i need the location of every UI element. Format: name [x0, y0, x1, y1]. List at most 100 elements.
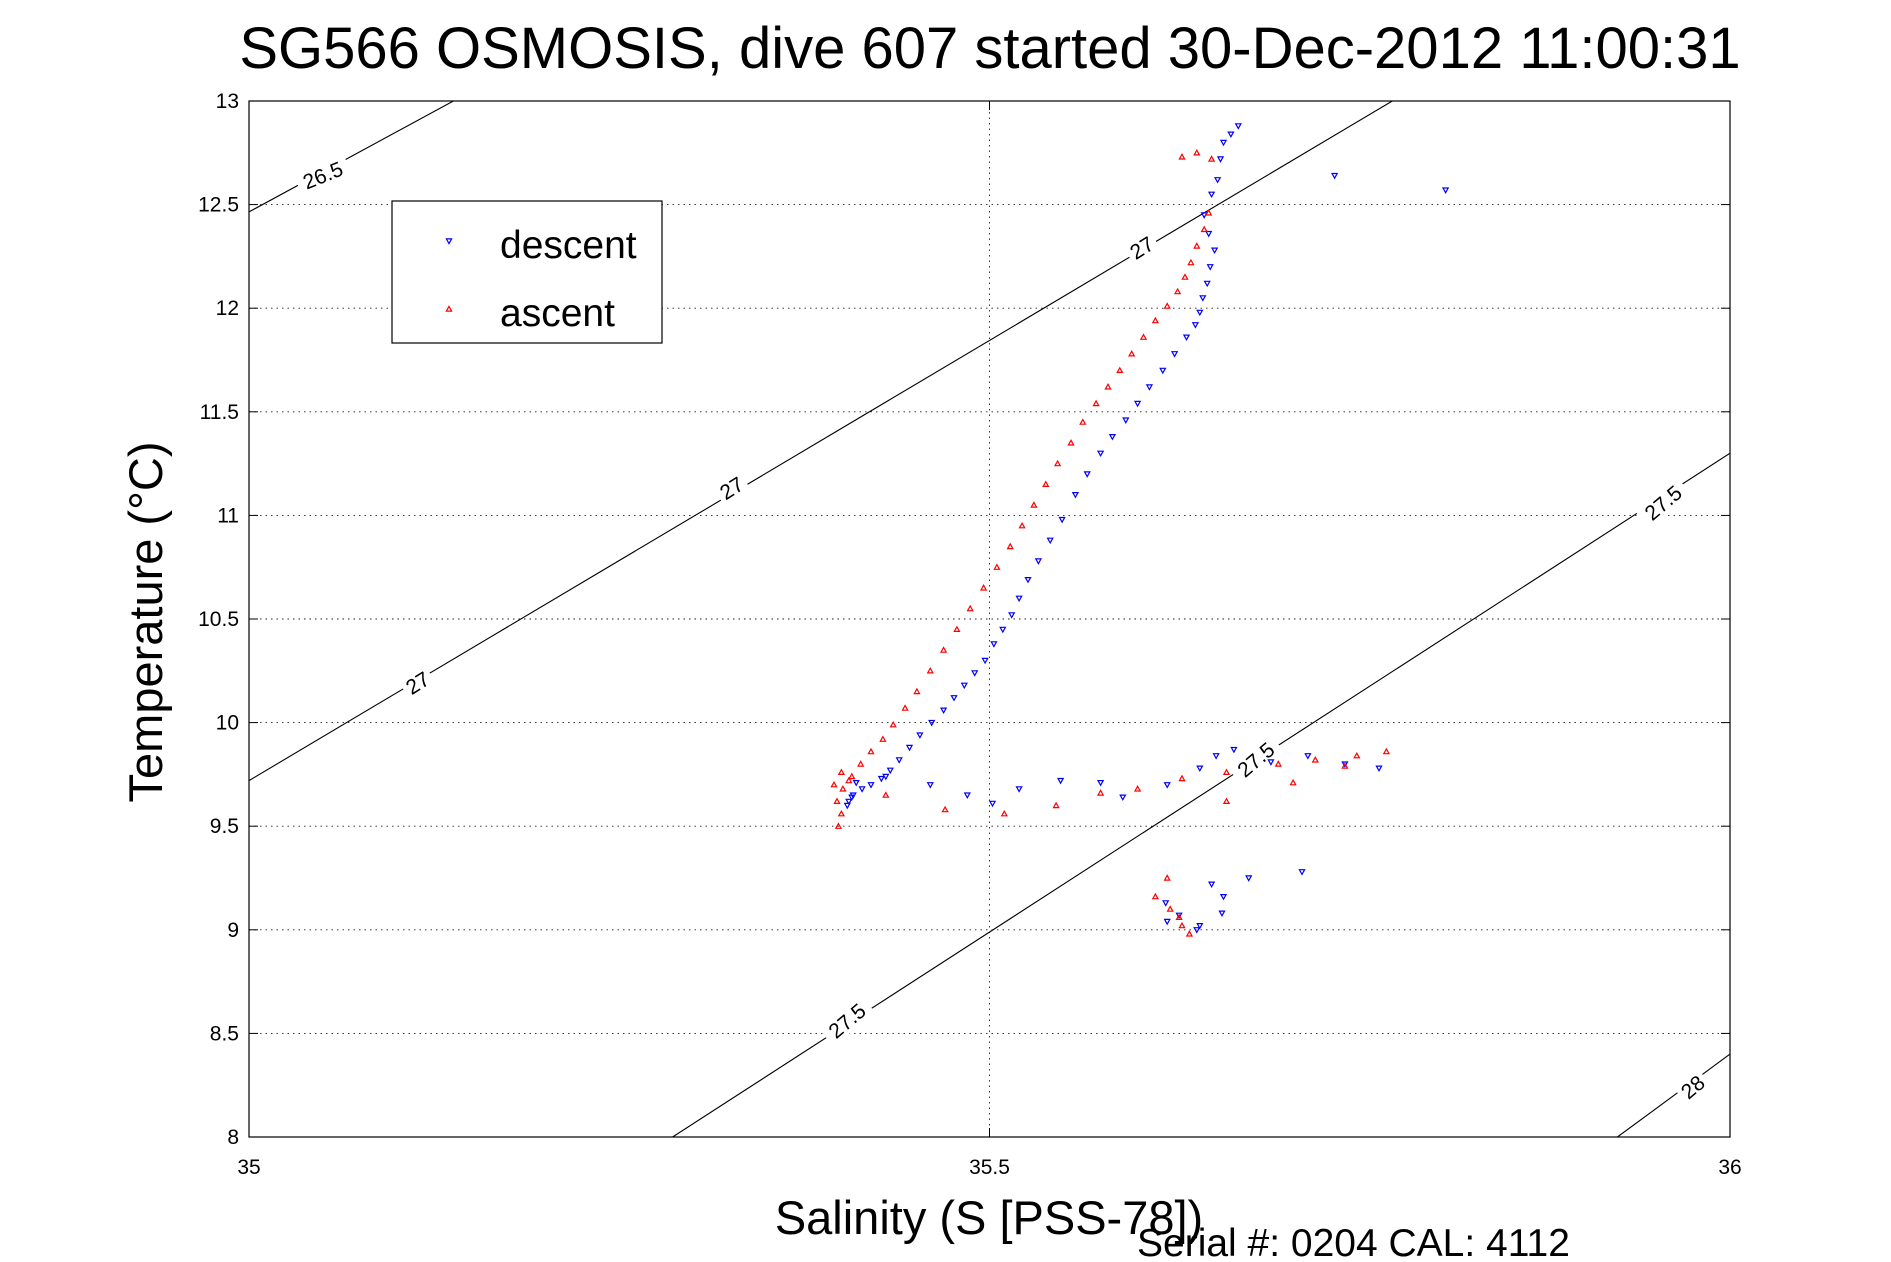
- descent-point: [1024, 577, 1032, 584]
- ascent-point: [882, 791, 890, 798]
- descent-point: [1441, 187, 1450, 194]
- descent-point: [1199, 295, 1207, 302]
- ascent-point: [1222, 797, 1231, 804]
- ascent-point: [1185, 930, 1194, 937]
- descent-point: [963, 792, 971, 799]
- descent-point: [1267, 759, 1275, 766]
- descent-point: [1196, 309, 1204, 317]
- legend-descent-label: descent: [500, 224, 637, 267]
- isopycnal-label-bg: [711, 469, 751, 507]
- y-tick-label: 13: [216, 90, 239, 113]
- ascent-point: [1222, 768, 1231, 775]
- descent-point: [916, 732, 924, 739]
- descent-point: [858, 786, 866, 793]
- isopycnal-label: 26.5: [300, 158, 347, 195]
- isopycnal-label-bg: [1634, 475, 1692, 529]
- descent-point: [845, 798, 853, 806]
- legend-ascent-marker: [445, 305, 453, 312]
- y-tick-label: 9: [227, 919, 239, 942]
- descent-point: [1145, 384, 1154, 391]
- x-tick-label: 35: [237, 1156, 260, 1179]
- descent-point: [895, 757, 903, 764]
- ascent-point: [913, 687, 921, 695]
- descent-point: [971, 670, 979, 677]
- descent-point: [852, 780, 860, 787]
- ascent-point: [1274, 760, 1282, 767]
- legend-descent-marker: [445, 238, 453, 245]
- descent-point: [1207, 881, 1216, 889]
- descent-point: [1245, 875, 1253, 882]
- y-axis-label: Temperature (°C): [119, 442, 172, 803]
- descent-point: [848, 794, 856, 802]
- descent-point: [1046, 537, 1054, 545]
- descent-point: [988, 800, 997, 808]
- ascent-point: [926, 666, 934, 674]
- isopycnal-label-bg: [397, 663, 437, 701]
- y-tick-label: 12.5: [198, 194, 239, 217]
- ascent-point: [889, 720, 897, 728]
- y-tick-label: 8: [227, 1126, 239, 1149]
- descent-point: [1056, 777, 1065, 785]
- descent-point: [1162, 900, 1170, 907]
- descent-point: [1341, 761, 1349, 768]
- descent-point: [1298, 869, 1306, 876]
- serial-cal-footer: Serial #: 0204 CAL: 4112: [1137, 1222, 1570, 1262]
- descent-series: [843, 123, 1450, 934]
- ascent-point: [1341, 762, 1349, 769]
- descent-point: [1375, 765, 1383, 773]
- isopycnal-label-group: 27.5: [1227, 732, 1284, 786]
- descent-point: [1163, 782, 1171, 789]
- x-tick-label: 35.5: [969, 1156, 1010, 1179]
- ascent-point: [1178, 774, 1186, 782]
- descent-point: [1159, 367, 1167, 375]
- isopycnal-label-group: 28: [1672, 1067, 1712, 1106]
- ascent-point: [901, 704, 909, 711]
- isopycnal-label-group: 27: [1121, 228, 1161, 266]
- descent-point: [981, 657, 989, 665]
- ascent-point: [941, 805, 949, 813]
- y-tick-label: 11: [217, 504, 239, 527]
- ascent-point: [1178, 153, 1186, 160]
- x-axis-label: Salinity (S [PSS-78]): [775, 1191, 1203, 1244]
- ascent-point: [1000, 809, 1008, 817]
- ascent-point: [1289, 778, 1297, 786]
- ascent-point: [833, 797, 841, 804]
- descent-point: [928, 719, 936, 727]
- legend-descent-triangle: [445, 238, 453, 245]
- ascent-point: [837, 809, 846, 817]
- descent-point: [1133, 400, 1142, 408]
- descent-point: [1034, 558, 1043, 565]
- ascent-point: [1151, 316, 1160, 324]
- x-tick-label: 36: [1718, 1156, 1741, 1179]
- isopycnal-label-bg: [293, 153, 353, 196]
- descent-point: [1227, 131, 1235, 139]
- ascent-point: [857, 760, 865, 767]
- ascent-point: [953, 625, 961, 632]
- descent-point: [886, 767, 894, 775]
- ascent-point: [1181, 273, 1189, 280]
- descent-point: [1196, 923, 1204, 930]
- descent-point: [1206, 264, 1214, 271]
- descent-point: [1008, 612, 1016, 619]
- legend-ascent-label: ascent: [500, 292, 615, 335]
- isopycnal-line: [249, 101, 454, 213]
- ascent-point: [979, 584, 988, 591]
- descent-point: [960, 682, 968, 690]
- descent-point: [1182, 334, 1191, 342]
- ascent-point: [1096, 789, 1105, 796]
- ascent-point: [1207, 155, 1216, 162]
- descent-point: [1122, 417, 1130, 424]
- descent-point: [1203, 280, 1211, 288]
- ascent-point: [1053, 459, 1062, 467]
- descent-point: [1015, 595, 1023, 603]
- y-tick-label: 10.5: [198, 608, 239, 631]
- descent-point: [1175, 912, 1183, 920]
- ascent-point: [1200, 225, 1208, 233]
- ascent-point: [845, 776, 853, 784]
- descent-point: [1096, 450, 1105, 458]
- descent-point: [999, 626, 1007, 634]
- descent-point: [1230, 746, 1238, 754]
- ascent-point: [879, 735, 887, 742]
- ascent-point: [839, 785, 847, 792]
